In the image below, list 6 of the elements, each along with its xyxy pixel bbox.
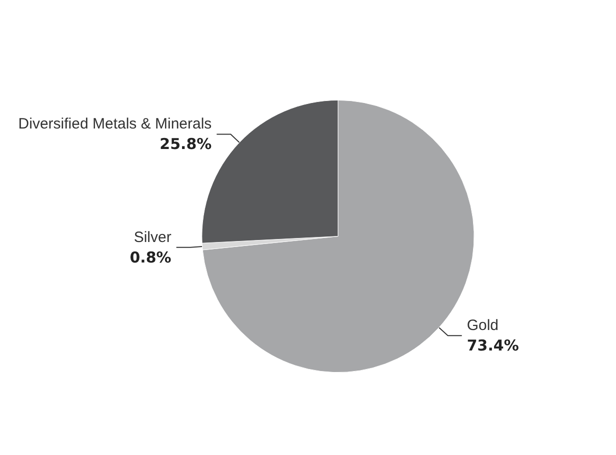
data-label: 25.8% (160, 135, 212, 154)
data-label: 0.8% (130, 248, 172, 266)
slice-label: Silver (134, 228, 172, 246)
slice-label: Diversified Metals & Minerals (18, 116, 212, 133)
data-label: 73.4% (466, 336, 519, 355)
slice-label: Gold (466, 317, 499, 334)
